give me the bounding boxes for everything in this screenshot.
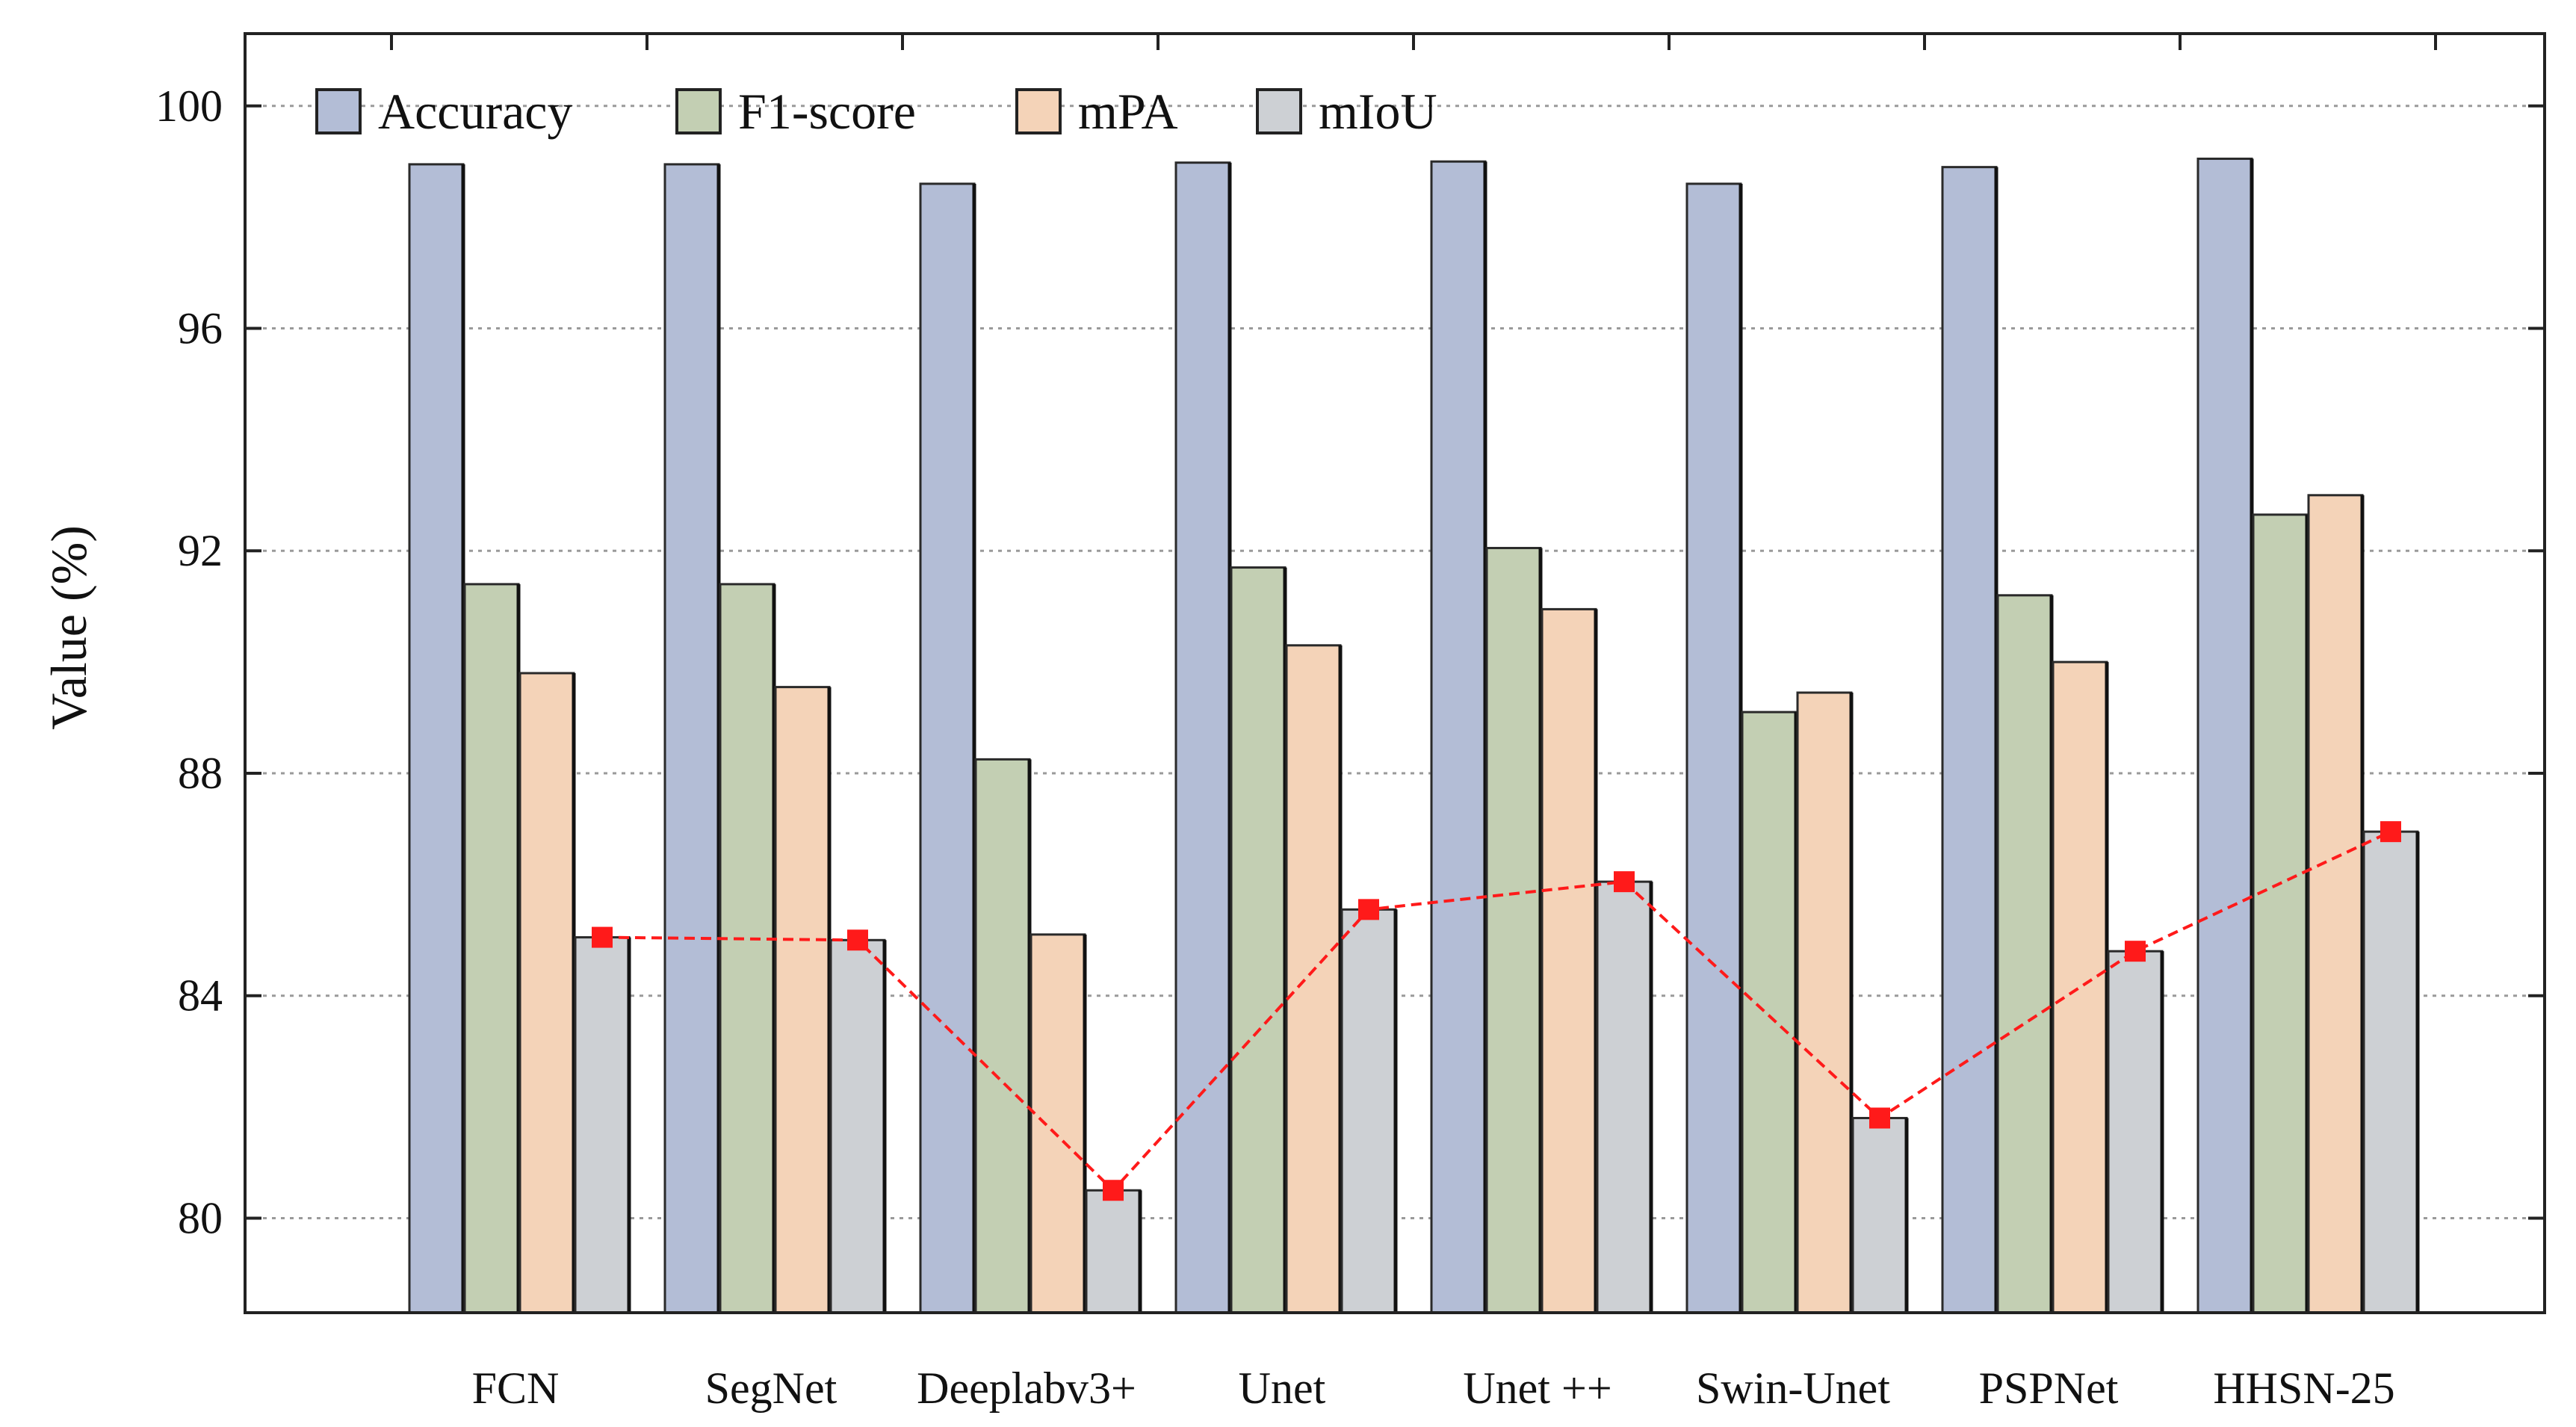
- bar-f1-score-segnet: [719, 583, 775, 1314]
- y-tick-label: 80: [178, 1193, 223, 1242]
- y-tick-label: 100: [155, 81, 223, 131]
- legend-label: mIoU: [1319, 83, 1437, 140]
- y-axis-ticks: 80 84 88 92 96 100: [155, 81, 2545, 1242]
- bar-mpa-fcn: [518, 672, 575, 1314]
- bar-miou-hhsn-25: [2362, 830, 2419, 1314]
- plot-frame: [244, 32, 2546, 1314]
- bar-miou-fcn: [574, 936, 631, 1314]
- bar-f1-score-hhsn-25: [2252, 513, 2309, 1314]
- miou-trend-line: [592, 821, 2401, 1201]
- x-tick-label: PSPNet: [1979, 1363, 2119, 1413]
- bars: [408, 157, 2420, 1314]
- trend-marker: [2125, 941, 2146, 962]
- trend-marker: [1869, 1107, 1890, 1129]
- bar-miou-unet: [1340, 908, 1397, 1314]
- bar-miou-segnet: [829, 938, 886, 1314]
- trend-marker: [2380, 821, 2401, 843]
- bar-f1-score-pspnet: [1996, 594, 2053, 1314]
- x-tick-label: SegNet: [705, 1363, 837, 1413]
- bar-miou-unet-: [1596, 880, 1653, 1314]
- trend-marker: [1103, 1180, 1124, 1201]
- legend: Accuracy F1-score mPA mIoU: [315, 83, 1437, 140]
- bar-mpa-deeplabv3-: [1030, 933, 1086, 1314]
- trend-marker: [847, 929, 868, 951]
- trend-line-path: [601, 830, 2391, 1193]
- y-axis-label: Value (%): [40, 525, 97, 730]
- legend-swatch-f1-score: [675, 88, 722, 134]
- trend-marker: [1614, 871, 1635, 893]
- y-tick-label: 88: [178, 749, 223, 798]
- y-tick-label: 96: [178, 304, 223, 353]
- legend-swatch-accuracy: [315, 88, 362, 134]
- x-tick-label: Unet: [1239, 1363, 1326, 1413]
- trend-marker: [1358, 899, 1379, 920]
- bar-mpa-hhsn-25: [2307, 494, 2364, 1314]
- trend-marker: [592, 926, 613, 948]
- bar-miou-deeplabv3-: [1085, 1189, 1142, 1314]
- bar-f1-score-unet-: [1485, 547, 1542, 1314]
- bar-accuracy-swin-unet: [1685, 182, 1742, 1314]
- bar-f1-score-deeplabv3-: [974, 758, 1031, 1314]
- x-axis-tick-labels: FCN SegNet Deeplabv3+ Unet Unet ++ Swin-Unet P…: [472, 1363, 2395, 1413]
- bar-accuracy-unet: [1174, 161, 1231, 1314]
- bar-accuracy-pspnet: [1941, 166, 1998, 1314]
- bar-f1-score-swin-unet: [1741, 711, 1798, 1314]
- bar-accuracy-unet-: [1430, 160, 1487, 1314]
- x-tick-label: Swin-Unet: [1696, 1363, 1890, 1413]
- bar-mpa-unet: [1285, 644, 1342, 1314]
- bar-mpa-swin-unet: [1796, 691, 1853, 1314]
- x-tick-label: Deeplabv3+: [917, 1363, 1136, 1413]
- bar-miou-swin-unet: [1851, 1116, 1908, 1314]
- legend-swatch-mpa: [1015, 88, 1062, 134]
- bar-accuracy-fcn: [408, 163, 465, 1314]
- legend-swatch-miou: [1256, 88, 1302, 134]
- legend-label: mPA: [1078, 83, 1178, 140]
- bar-mpa-segnet: [774, 686, 831, 1314]
- legend-label: F1-score: [738, 83, 916, 140]
- y-tick-label: 84: [178, 971, 223, 1021]
- legend-label: Accuracy: [378, 83, 572, 140]
- top-tick-marks: [390, 34, 2437, 50]
- bar-accuracy-hhsn-25: [2196, 157, 2253, 1314]
- bar-mpa-unet-: [1541, 607, 1597, 1314]
- bar-f1-score-unet: [1230, 566, 1287, 1314]
- y-tick-label: 92: [178, 526, 223, 575]
- bar-mpa-pspnet: [2052, 660, 2108, 1314]
- bar-miou-pspnet: [2107, 950, 2164, 1314]
- bar-accuracy-deeplabv3-: [919, 182, 976, 1314]
- bar-f1-score-fcn: [463, 583, 520, 1314]
- x-tick-label: HHSN-25: [2213, 1363, 2394, 1413]
- x-tick-label: Unet ++: [1463, 1363, 1611, 1413]
- x-tick-label: FCN: [472, 1363, 560, 1413]
- bar-accuracy-segnet: [663, 163, 720, 1314]
